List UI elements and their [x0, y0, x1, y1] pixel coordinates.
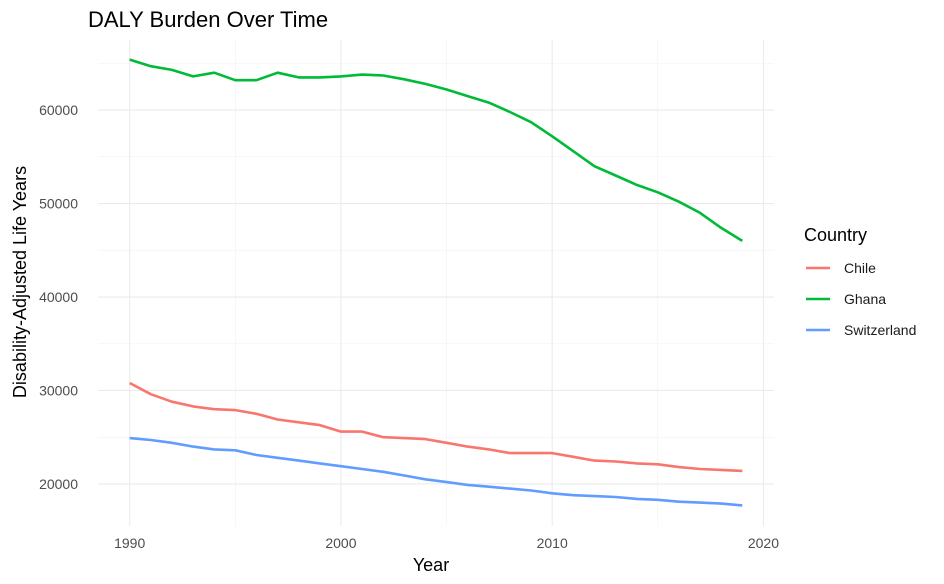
x-tick-label: 2010 — [537, 535, 568, 551]
y-tick-label: 30000 — [39, 382, 78, 398]
x-tick-label: 2000 — [325, 535, 356, 551]
x-tick-label: 1990 — [114, 535, 145, 551]
legend-items: Chile Ghana Switzerland — [806, 260, 916, 338]
chart-title: DALY Burden Over Time — [88, 7, 328, 32]
legend: Country Chile Ghana Switzerland — [804, 225, 916, 338]
y-tick-label: 40000 — [39, 289, 78, 305]
legend-label-switzerland: Switzerland — [844, 322, 916, 338]
series-lines — [129, 58, 743, 507]
series-line-ghana — [129, 58, 743, 243]
x-axis-title: Year — [413, 555, 449, 575]
y-axis-title: Disability-Adjusted Life Years — [10, 166, 30, 398]
y-tick-label: 20000 — [39, 476, 78, 492]
legend-label-chile: Chile — [844, 260, 876, 276]
series-line-switzerland — [129, 436, 743, 507]
y-axis-tick-labels: 20000 30000 40000 50000 60000 — [39, 102, 78, 492]
series-line-chile — [129, 381, 743, 473]
legend-label-ghana: Ghana — [844, 291, 886, 307]
legend-title: Country — [804, 225, 867, 245]
y-tick-label: 50000 — [39, 196, 78, 212]
y-tick-label: 60000 — [39, 102, 78, 118]
x-tick-label: 2020 — [748, 535, 779, 551]
grid — [98, 40, 774, 526]
x-axis-tick-labels: 1990 2000 2010 2020 — [114, 535, 779, 551]
